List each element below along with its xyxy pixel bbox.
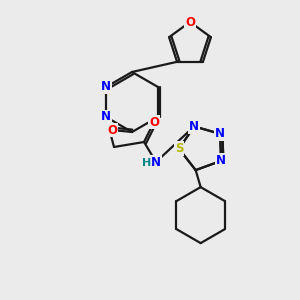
Text: S: S <box>175 142 183 155</box>
Text: O: O <box>107 124 117 136</box>
Text: O: O <box>149 116 159 128</box>
Text: H: H <box>142 158 152 168</box>
Text: N: N <box>151 155 161 169</box>
Text: N: N <box>216 154 226 167</box>
Text: N: N <box>189 120 199 133</box>
Text: N: N <box>101 110 111 124</box>
Text: N: N <box>101 80 111 94</box>
Text: N: N <box>215 127 225 140</box>
Text: O: O <box>185 16 195 28</box>
